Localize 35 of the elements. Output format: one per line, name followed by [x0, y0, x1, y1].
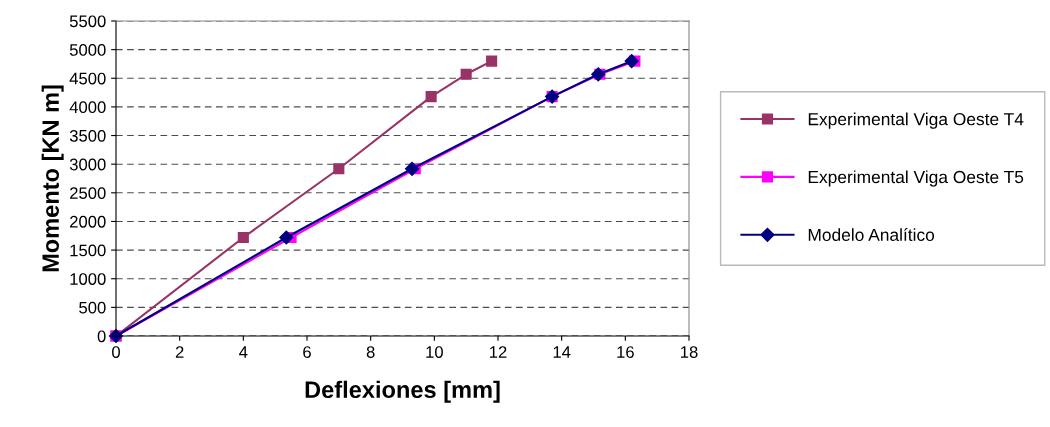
x-tick-label: 6 [303, 346, 311, 358]
point [460, 68, 472, 80]
point [237, 231, 249, 244]
y-tick-label: 0 [97, 330, 106, 343]
y-tick-label: 500 [79, 301, 106, 314]
y-tick-label: 2500 [70, 187, 106, 200]
x-tick-label: 4 [239, 346, 248, 358]
point [404, 161, 420, 176]
point [486, 55, 498, 67]
legend-label: Experimental Viga Oeste T4 [808, 112, 1024, 129]
y-tick-label: 1500 [70, 244, 106, 257]
x-tick-label: 2 [175, 346, 184, 358]
point [333, 163, 345, 175]
y-tick-label: 2000 [70, 215, 106, 228]
y-tick-label: 4000 [69, 101, 106, 114]
y-tick-label: 5000 [69, 44, 106, 56]
point [279, 230, 294, 245]
point [425, 91, 437, 103]
y-tick-label: 3500 [69, 129, 106, 142]
y-tick-label: 4500 [69, 72, 106, 85]
x-tick-label: 14 [553, 346, 571, 358]
x-tick-label: 18 [681, 346, 698, 358]
legend-label: Modelo Analítico [808, 228, 935, 242]
y-axis-title: Momento [KN m] [41, 85, 64, 272]
x-tick-label: 16 [617, 346, 634, 358]
y-tick-label: 3000 [69, 158, 106, 171]
point [624, 54, 639, 69]
legend-label: Experimental Viga Oeste T5 [808, 170, 1024, 187]
x-tick-label: 0 [112, 346, 120, 358]
x-tick-label: 10 [426, 346, 443, 358]
y-tick-label: 5500 [69, 15, 106, 28]
x-tick-label: 8 [366, 346, 375, 358]
x-tick-label: 12 [490, 346, 507, 358]
y-tick-label: 1000 [70, 273, 106, 285]
x-axis-title: Deflexiones [mm] [305, 380, 500, 403]
